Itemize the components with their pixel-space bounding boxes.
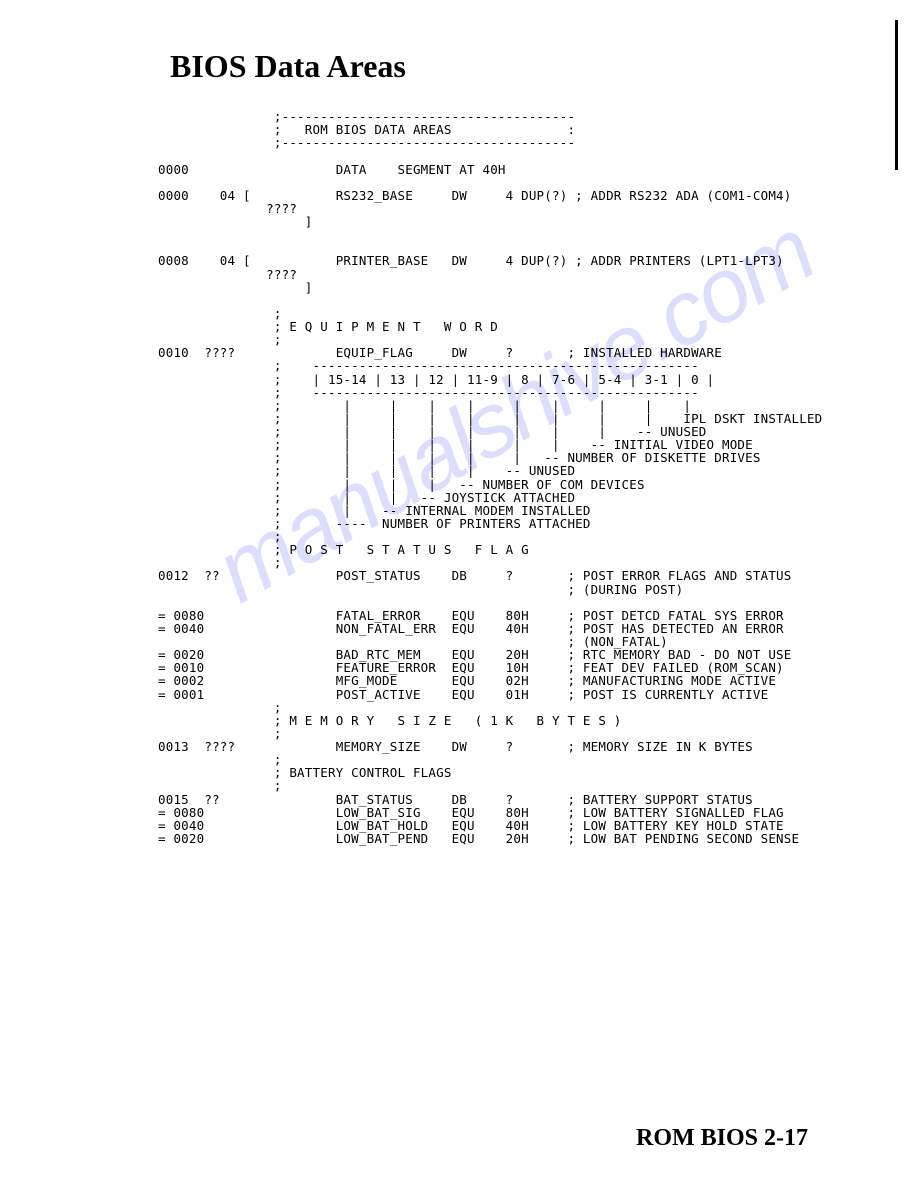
page-title: BIOS Data Areas: [170, 48, 406, 85]
page-edge-mark: [895, 20, 898, 170]
assembly-listing: ;-------------------------------------- …: [158, 110, 822, 845]
page-footer: ROM BIOS 2-17: [636, 1125, 808, 1152]
